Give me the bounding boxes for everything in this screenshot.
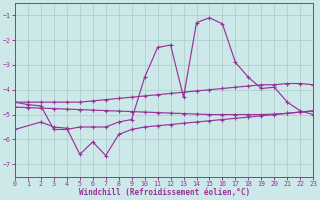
X-axis label: Windchill (Refroidissement éolien,°C): Windchill (Refroidissement éolien,°C)	[78, 188, 250, 197]
